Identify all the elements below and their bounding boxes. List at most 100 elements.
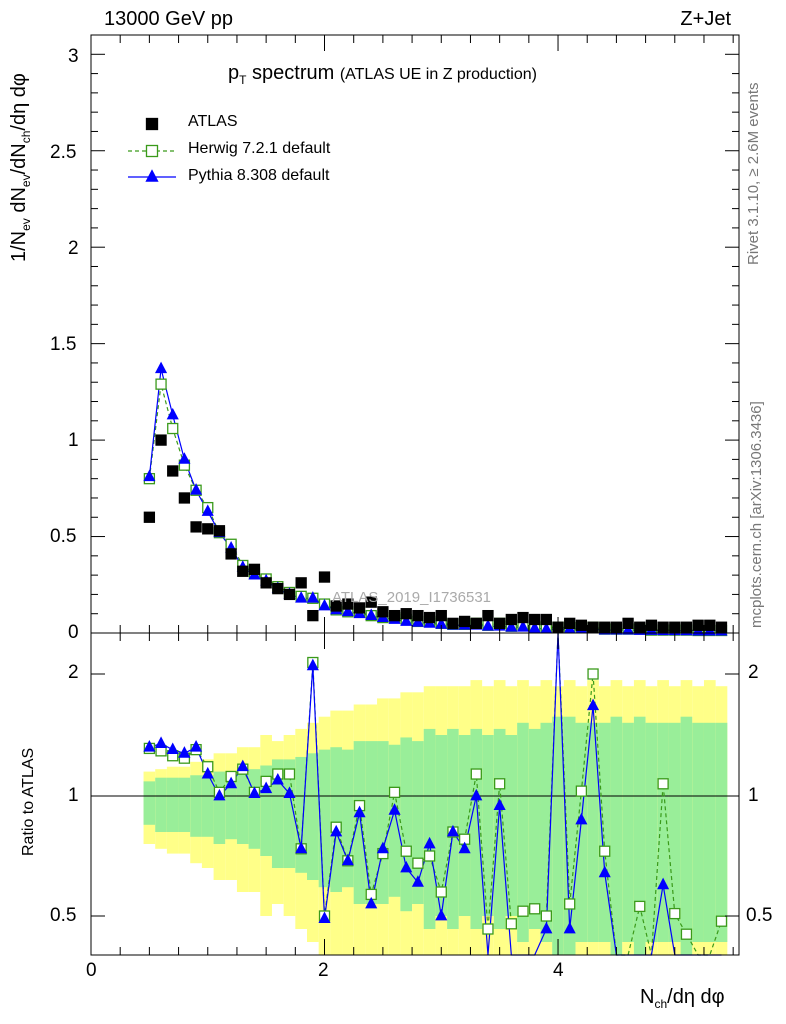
ratio-band-inner <box>587 722 599 942</box>
ratio-band-inner <box>435 735 448 916</box>
pythia-ratio-point <box>236 759 249 772</box>
pythia-point <box>178 452 191 464</box>
herwig-ratio-point <box>657 778 669 790</box>
ratio-band-inner <box>645 722 658 942</box>
ratio-band-inner <box>248 769 261 849</box>
pythia-point <box>481 619 495 631</box>
title-paren: (ATLAS UE in Z production) <box>339 66 537 83</box>
ratio-band-inner <box>598 722 611 942</box>
herwig-point <box>155 378 167 390</box>
pythia-point <box>306 591 319 603</box>
pythia-ratio-point <box>166 742 179 755</box>
herwig-ratio-point <box>680 928 693 940</box>
main-ytick: 0.5 <box>50 526 77 547</box>
ratio-ytick-left: 0.5 <box>50 905 77 926</box>
ratio-band-inner <box>482 735 494 916</box>
ratio-band-inner <box>213 771 226 844</box>
ratio-ytick-right: 2 <box>748 662 759 683</box>
atlas-point <box>715 621 728 633</box>
pythia-point <box>516 620 530 632</box>
y-axis-label-ratio: Ratio to ATLAS <box>20 747 37 856</box>
ratio-band-inner <box>680 716 693 955</box>
herwig-ratio-point <box>470 768 482 780</box>
herwig-ratio-point <box>540 910 553 922</box>
atlas-point <box>412 609 424 622</box>
xtick-label: 2 <box>318 960 329 981</box>
pythia-ratio-point <box>283 786 296 798</box>
ratio-band-inner <box>423 728 436 929</box>
herwig-ratio-point <box>715 915 728 927</box>
ratio-band-inner <box>178 777 191 832</box>
main-ytick: 1.5 <box>50 334 77 355</box>
ratio-band-inner <box>295 756 307 873</box>
ratio-band-inner <box>703 722 716 942</box>
pythia-ratio-point <box>143 740 156 752</box>
title-sub: T <box>239 73 247 87</box>
pythia-ratio-point <box>587 698 600 711</box>
pythia-ratio-point <box>435 908 448 921</box>
ratio-band-inner <box>143 781 156 825</box>
main-ytick: 0 <box>68 622 79 643</box>
herwig-ratio-point <box>423 850 436 862</box>
atlas-point <box>645 619 658 631</box>
atlas-point <box>365 596 377 608</box>
atlas-point <box>143 511 156 523</box>
ratio-band-inner <box>271 759 284 868</box>
pythia-point <box>155 361 168 374</box>
pythia-point <box>400 614 413 626</box>
herwig-ratio-point <box>493 778 506 790</box>
xtick-label: 4 <box>553 960 564 981</box>
pythia-ratio-point <box>190 740 203 752</box>
pythia-ratio-point <box>178 746 191 758</box>
pythia-point <box>166 407 179 420</box>
pythia-point <box>143 469 156 482</box>
title-rest: spectrum <box>246 62 335 84</box>
herwig-ratio-point <box>505 918 517 930</box>
pythia-point <box>190 483 203 495</box>
ratio-band-inner <box>470 728 483 929</box>
ratio-band-inner <box>715 722 728 942</box>
atlas-point <box>447 617 459 630</box>
ratio-band-inner <box>692 722 704 942</box>
atlas-point <box>342 598 354 610</box>
atlas-point <box>225 548 237 560</box>
pythia-point <box>341 604 354 617</box>
ratio-band-inner <box>388 744 401 897</box>
atlas-point <box>167 465 179 477</box>
atlas-point <box>564 617 576 630</box>
pythia-ratio-point <box>260 781 273 794</box>
pythia-ratio-point <box>446 824 459 837</box>
pythia-ratio-point <box>353 805 366 818</box>
ratio-band-inner <box>166 777 179 832</box>
main-ytick: 1 <box>68 430 79 451</box>
atlas-point <box>704 619 716 631</box>
header-left: 13000 GeV pp <box>104 8 233 30</box>
ratio-band-inner <box>575 722 588 942</box>
pythia-ratio-point <box>458 841 471 854</box>
ratio-band-inner <box>283 759 296 868</box>
header-right: Z+Jet <box>680 8 731 30</box>
pythia-ratio-point <box>225 776 238 789</box>
ratio-band-inner <box>307 753 319 880</box>
pythia-point <box>295 591 308 603</box>
pythia-ratio-point <box>341 853 354 866</box>
ratio-ytick-left: 1 <box>68 785 79 806</box>
pythia-ratio-point <box>540 921 553 934</box>
title-p: p <box>228 62 240 84</box>
ratio-band-inner <box>528 728 541 929</box>
herwig-ratio-point <box>634 900 646 913</box>
atlas-point <box>202 523 214 535</box>
ratio-band-inner <box>517 722 529 942</box>
pythia-ratio-point <box>423 836 436 849</box>
ratio-ytick-left: 2 <box>68 662 79 683</box>
herwig-ratio-point <box>283 768 296 780</box>
herwig-ratio-point <box>412 857 424 869</box>
watermark: ATLAS_2019_I1736531 <box>332 589 492 606</box>
atlas-point <box>470 617 482 630</box>
pythia-ratio-point <box>213 788 226 801</box>
pythia-ratio-point <box>400 860 413 873</box>
pythia-point <box>505 620 518 632</box>
ratio-band-inner <box>657 722 669 942</box>
pythia-point <box>201 504 214 516</box>
